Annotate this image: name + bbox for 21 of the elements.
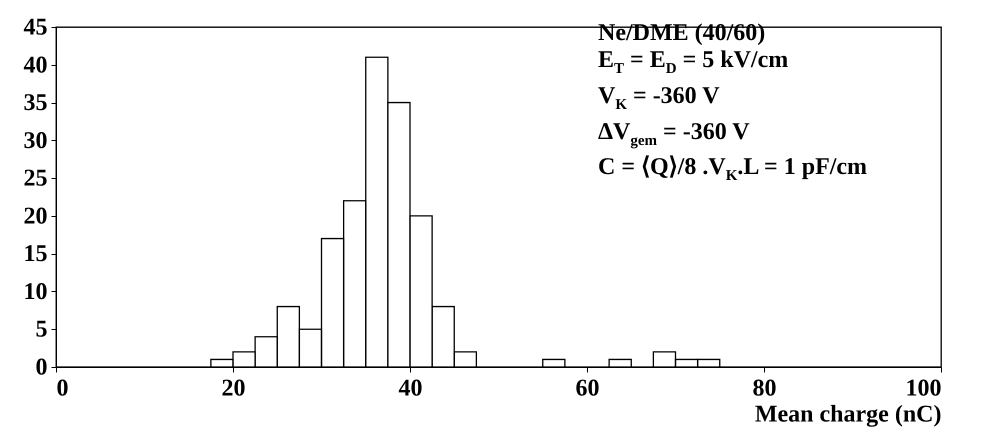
y-tick-label: 40 [24,52,48,78]
x-axis-title: Mean charge (nC) [754,402,942,428]
x-tick-label: 80 [752,376,776,402]
x-tick-label: 20 [222,376,246,402]
x-tick-label: 0 [56,376,68,402]
y-tick-label: 30 [24,128,48,154]
y-tick-label: 25 [24,166,48,192]
y-tick-label: 20 [24,203,48,230]
y-tick-label: 0 [36,354,48,380]
y-tick-label: 35 [24,90,48,116]
y-tick-label: 15 [24,241,48,268]
y-tick-label: 5 [36,316,48,343]
x-tick-label: 60 [576,376,600,402]
annotation: ΔV$_{gem}$ = -360 V [598,118,751,150]
annotation: C = ⟨Q⟩/8 .V$_{K}$.L = 1 pF/cm [598,154,868,186]
annotation: V$_{K}$ = -360 V [598,82,721,115]
x-tick-label: 40 [398,376,422,402]
y-tick-label: 10 [24,278,48,305]
x-tick-label: 100 [906,376,942,402]
annotation: E$_{T}$ = E$_{D}$ = 5 kV/cm [598,47,790,79]
y-tick-label: 45 [24,14,48,40]
